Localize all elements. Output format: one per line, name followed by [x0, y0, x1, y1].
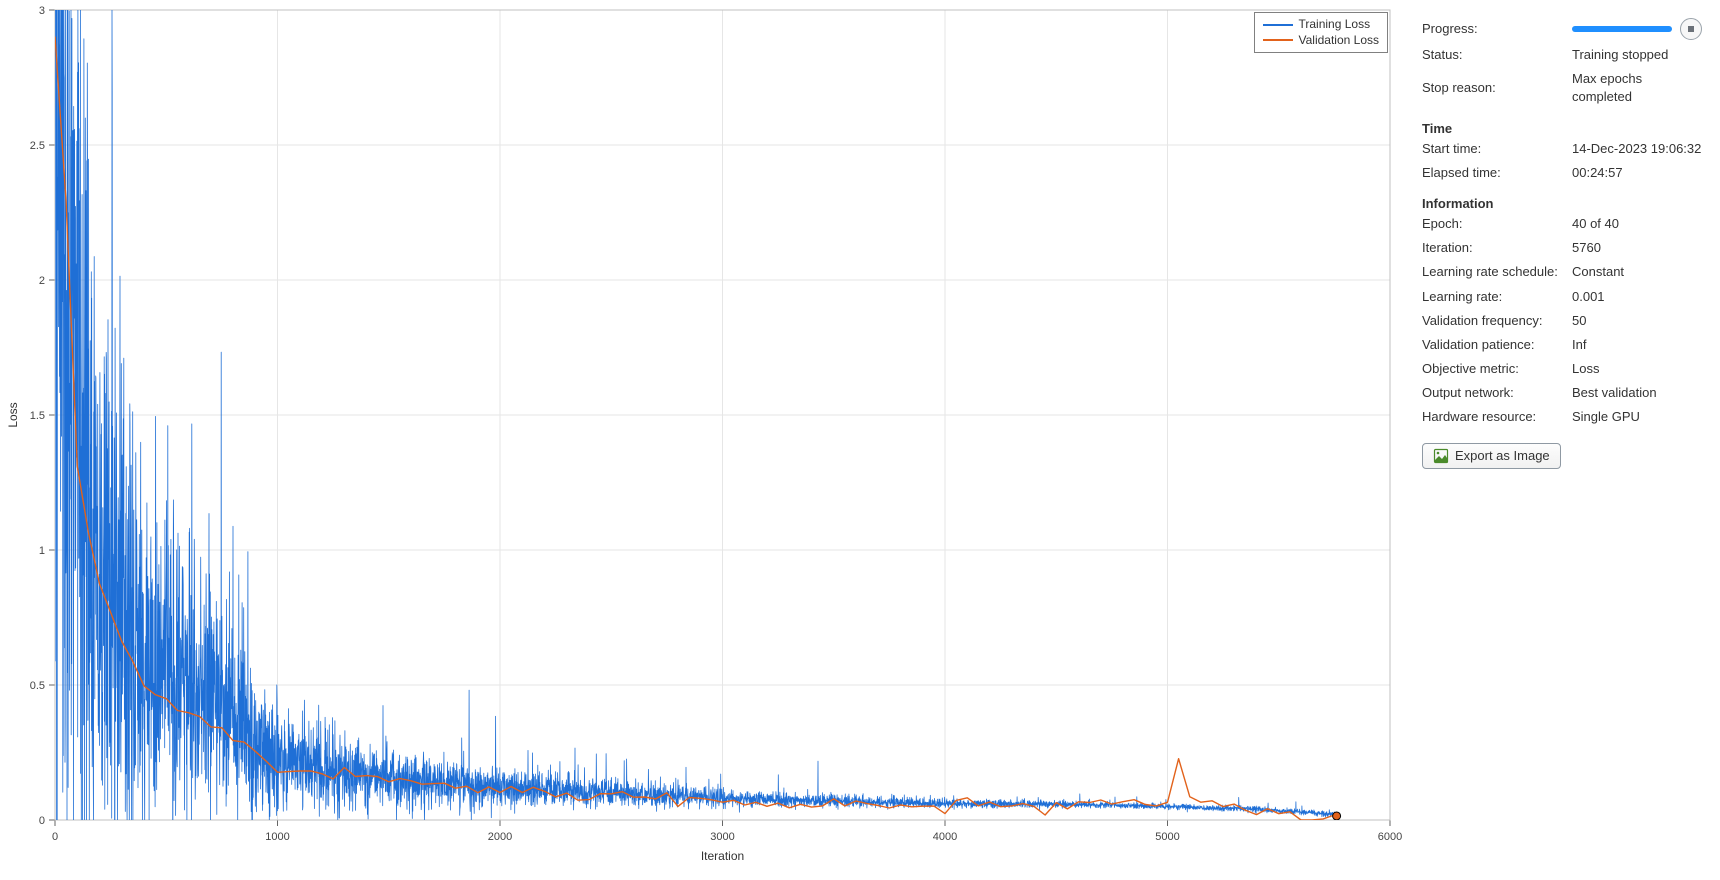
- info-value: 40 of 40: [1572, 215, 1702, 233]
- info-row: Output network:Best validation: [1422, 384, 1702, 402]
- status-row: Status: Training stopped: [1422, 46, 1702, 64]
- info-row: Learning rate:0.001: [1422, 288, 1702, 306]
- svg-text:4000: 4000: [933, 831, 957, 843]
- info-label: Validation patience:: [1422, 336, 1572, 354]
- info-row: Objective metric:Loss: [1422, 360, 1702, 378]
- legend-item: Validation Loss: [1263, 33, 1380, 49]
- chart-legend: Training LossValidation Loss: [1254, 12, 1389, 53]
- svg-text:3000: 3000: [710, 831, 734, 843]
- svg-text:3: 3: [39, 5, 45, 17]
- training-info-panel: Progress: Status: Training stopped Stop …: [1410, 0, 1720, 880]
- info-label: Epoch:: [1422, 215, 1572, 233]
- info-value: 50: [1572, 312, 1702, 330]
- info-label: Validation frequency:: [1422, 312, 1572, 330]
- svg-text:6000: 6000: [1378, 831, 1402, 843]
- info-label: Objective metric:: [1422, 360, 1572, 378]
- svg-text:1.5: 1.5: [30, 410, 45, 422]
- time-row: Start time:14-Dec-2023 19:06:32: [1422, 140, 1702, 158]
- information-heading: Information: [1422, 196, 1702, 211]
- svg-text:5000: 5000: [1155, 831, 1179, 843]
- info-row: Validation frequency:50: [1422, 312, 1702, 330]
- time-heading: Time: [1422, 121, 1702, 136]
- svg-text:0.5: 0.5: [30, 680, 45, 692]
- time-label: Elapsed time:: [1422, 164, 1572, 182]
- loss-chart: 0 1000 2000 3000 4000 5000 6000 0 0.5 1 1.5 2 2.5 3 It…: [0, 0, 1410, 880]
- stop-reason-label: Stop reason:: [1422, 79, 1572, 97]
- time-label: Start time:: [1422, 140, 1572, 158]
- svg-text:Iteration: Iteration: [701, 849, 744, 863]
- legend-label: Validation Loss: [1299, 33, 1380, 49]
- info-label: Hardware resource:: [1422, 408, 1572, 426]
- svg-text:Loss: Loss: [6, 402, 20, 427]
- info-value: Constant: [1572, 263, 1702, 281]
- info-row: Hardware resource:Single GPU: [1422, 408, 1702, 426]
- info-row: Validation patience:Inf: [1422, 336, 1702, 354]
- status-label: Status:: [1422, 46, 1572, 64]
- info-label: Output network:: [1422, 384, 1572, 402]
- info-value: 0.001: [1572, 288, 1702, 306]
- svg-text:2.5: 2.5: [30, 140, 45, 152]
- export-image-icon: [1433, 448, 1449, 464]
- time-value: 00:24:57: [1572, 164, 1702, 182]
- info-label: Learning rate schedule:: [1422, 263, 1572, 281]
- legend-swatch: [1263, 39, 1293, 41]
- time-value: 14-Dec-2023 19:06:32: [1572, 140, 1702, 158]
- stop-button[interactable]: [1680, 18, 1702, 40]
- svg-text:0: 0: [52, 831, 58, 843]
- info-row: Iteration:5760: [1422, 239, 1702, 257]
- info-value: Best validation: [1572, 384, 1702, 402]
- legend-swatch: [1263, 24, 1293, 26]
- status-value: Training stopped: [1572, 46, 1702, 64]
- stop-reason-value: Max epochs completed: [1572, 70, 1702, 106]
- export-as-image-button[interactable]: Export as Image: [1422, 443, 1561, 469]
- svg-text:2000: 2000: [488, 831, 512, 843]
- info-value: Inf: [1572, 336, 1702, 354]
- legend-label: Training Loss: [1299, 17, 1371, 33]
- progress-bar: [1572, 26, 1672, 32]
- svg-text:2: 2: [39, 275, 45, 287]
- info-value: 5760: [1572, 239, 1702, 257]
- info-label: Iteration:: [1422, 239, 1572, 257]
- info-row: Learning rate schedule:Constant: [1422, 263, 1702, 281]
- svg-text:1: 1: [39, 545, 45, 557]
- info-value: Loss: [1572, 360, 1702, 378]
- info-value: Single GPU: [1572, 408, 1702, 426]
- export-button-label: Export as Image: [1455, 448, 1550, 463]
- stop-reason-row: Stop reason: Max epochs completed: [1422, 70, 1702, 106]
- progress-row: Progress:: [1422, 18, 1702, 40]
- time-row: Elapsed time:00:24:57: [1422, 164, 1702, 182]
- progress-label: Progress:: [1422, 20, 1572, 38]
- info-label: Learning rate:: [1422, 288, 1572, 306]
- legend-item: Training Loss: [1263, 17, 1380, 33]
- info-row: Epoch:40 of 40: [1422, 215, 1702, 233]
- svg-text:1000: 1000: [265, 831, 289, 843]
- svg-text:0: 0: [39, 815, 45, 827]
